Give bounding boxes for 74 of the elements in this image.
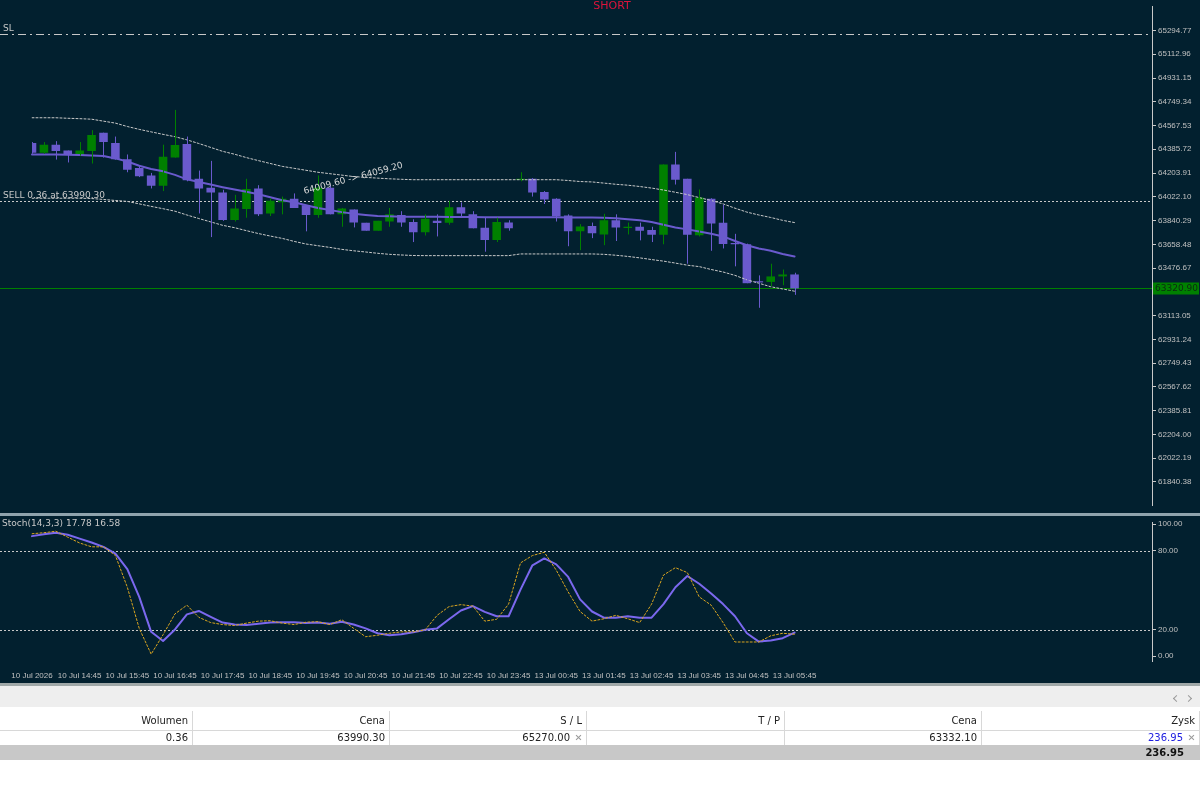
candlestick (635, 222, 644, 241)
candlestick (218, 189, 227, 222)
y-tick-label: 62022.19 (1158, 453, 1192, 463)
y-tick-label: 65112.96 (1158, 49, 1192, 59)
candlestick (671, 151, 680, 186)
text: 63990.30 (337, 732, 385, 743)
y-tick-label: 64022.10 (1158, 192, 1192, 202)
candlestick (361, 222, 370, 232)
ref-line-label: 63320.90 (1155, 282, 1199, 293)
x-tick-label: 13 Jul 01:45 (582, 671, 627, 681)
x-tick-label: 10 Jul 19:45 (296, 671, 341, 681)
candlestick (647, 226, 656, 243)
ref-line-label: SELL 0.36 at 63990.30 (3, 189, 106, 200)
text: Cena (359, 715, 385, 726)
text: 236.95 (1148, 732, 1183, 743)
x-tick-label: 13 Jul 00:45 (534, 671, 579, 681)
text: 0.36 (165, 732, 188, 743)
x-tick-label: 13 Jul 05:45 (772, 671, 817, 681)
x-tick-label: 10 Jul 15:45 (105, 671, 150, 681)
y-tick-label: 0.00 (1158, 651, 1175, 661)
text: T / P (758, 715, 780, 726)
text: 63332.10 (929, 732, 977, 743)
candlestick (551, 197, 561, 223)
y-tick-label: 63476.67 (1158, 263, 1192, 273)
x-tick-label: 10 Jul 23:45 (486, 671, 531, 681)
y-tick-label: 64749.34 (1158, 96, 1192, 106)
x-tick-label: 13 Jul 02:45 (629, 671, 674, 681)
candlestick (408, 218, 418, 243)
y-tick-label: 64203.91 (1158, 168, 1192, 178)
candlestick (134, 164, 144, 178)
x-tick-label: 10 Jul 22:45 (439, 671, 484, 681)
text: Wolumen (141, 715, 188, 726)
y-tick-label: 100.00 (1158, 519, 1184, 529)
y-tick-label: 20.00 (1158, 624, 1179, 634)
x-tick-label: 10 Jul 16:45 (153, 671, 198, 681)
y-tick-label: 62385.81 (1158, 405, 1192, 415)
y-tick-label: 80.00 (1158, 545, 1179, 555)
ref-line-label: SL (3, 22, 14, 33)
x-tick-label: 10 Jul 2026 (11, 671, 54, 681)
y-tick-label: 64931.15 (1158, 73, 1192, 83)
y-tick-label: 63658.48 (1158, 239, 1192, 249)
x-tick-label: 13 Jul 03:45 (677, 671, 722, 681)
candlestick (778, 268, 787, 286)
candlestick (373, 220, 382, 232)
y-tick-label: 62204.00 (1158, 429, 1192, 439)
y-tick-label: 65294.77 (1158, 25, 1192, 35)
x-tick-label: 10 Jul 20:45 (343, 671, 388, 681)
candlestick (766, 263, 776, 287)
x-tick-label: 10 Jul 17:45 (200, 671, 245, 681)
x-tick-label: 10 Jul 14:45 (57, 671, 102, 681)
y-tick-label: 62567.62 (1158, 382, 1192, 392)
y-tick-label: 62749.43 (1158, 358, 1192, 368)
y-tick-label: 61840.38 (1158, 477, 1192, 487)
y-tick-label: 62931.24 (1158, 334, 1192, 344)
candlestick (480, 217, 490, 253)
text: Zysk (1171, 715, 1195, 726)
text: 236.95 (0, 745, 1200, 760)
candlestick (492, 217, 501, 243)
y-tick-label: 63840.29 (1158, 215, 1192, 225)
text: S / L (560, 715, 582, 726)
y-tick-label: 63113.05 (1158, 310, 1192, 320)
x-tick-label: 10 Jul 18:45 (248, 671, 293, 681)
chart-title: Stoch(14,3,3) 17.78 16.58 (2, 517, 121, 528)
y-tick-label: 64385.72 (1158, 144, 1192, 154)
candlestick (87, 129, 96, 164)
x-tick-label: 13 Jul 04:45 (725, 671, 770, 681)
text: 65270.00 (522, 732, 570, 743)
x-tick-label: 10 Jul 21:45 (391, 671, 436, 681)
text: Cena (951, 715, 977, 726)
candlestick (230, 194, 239, 223)
y-tick-label: 64567.53 (1158, 120, 1192, 130)
candlestick (790, 272, 799, 296)
chart-title: SHORT (593, 0, 632, 13)
candlestick (659, 163, 668, 245)
